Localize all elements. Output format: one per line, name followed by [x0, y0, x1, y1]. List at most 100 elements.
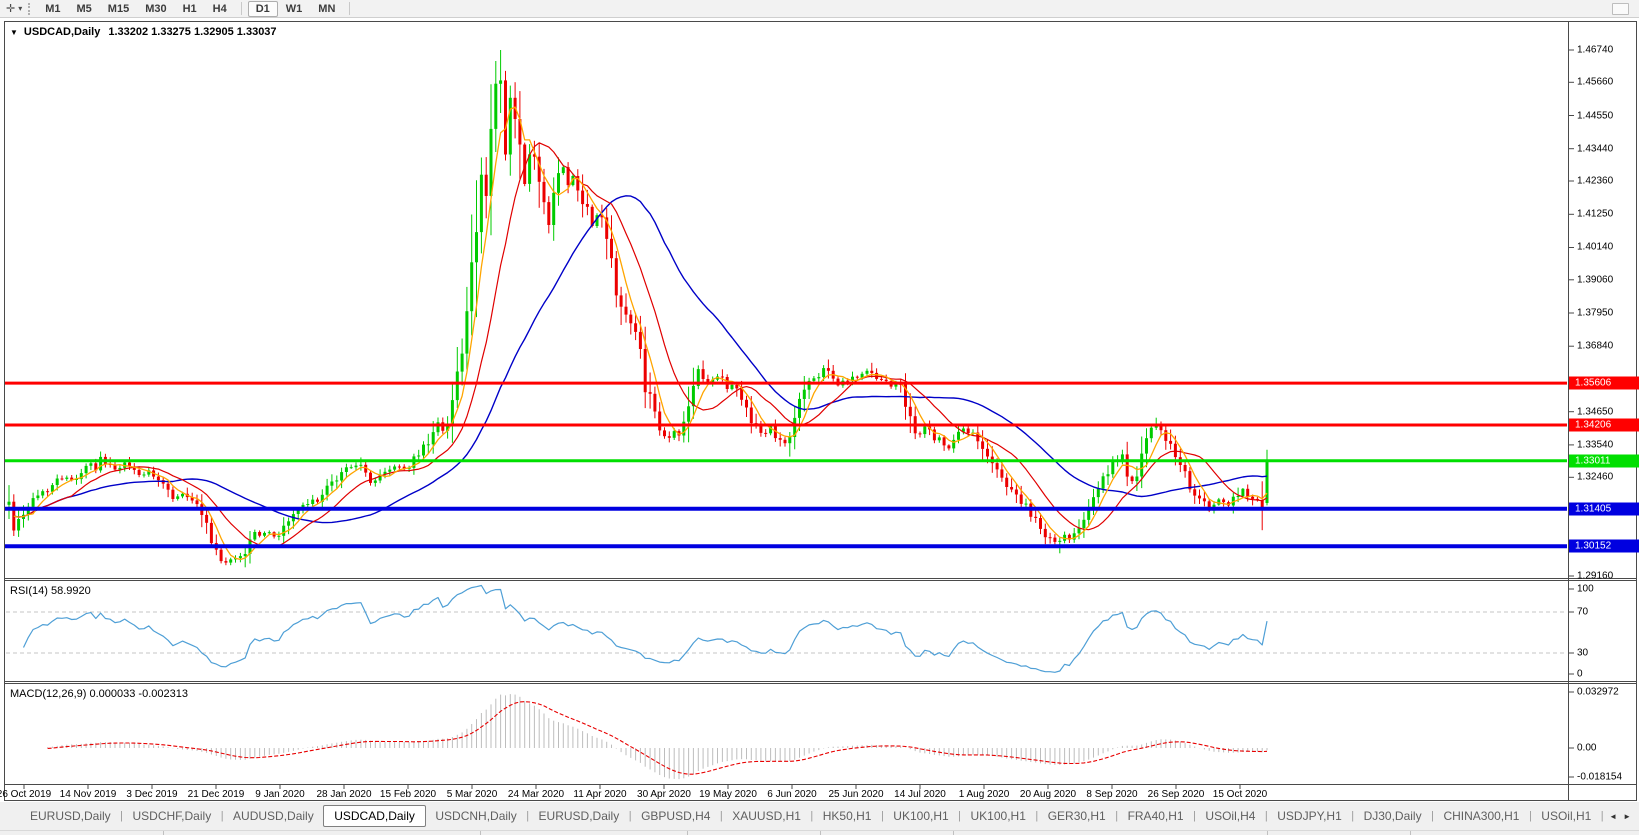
chart-tab-eurusd-daily[interactable]: EURUSD,Daily — [30, 809, 111, 823]
price-axis-label: 1.45660 — [1577, 76, 1614, 88]
timeframe-button-h4[interactable]: H4 — [212, 2, 227, 15]
price-axis-label: 1.41250 — [1577, 208, 1614, 220]
chart-tab-usdcad-daily[interactable]: USDCAD,Daily — [323, 805, 426, 827]
time-axis-label: 26 Oct 2019 — [0, 789, 52, 800]
chart-tab-eurusd-daily[interactable]: EURUSD,Daily — [538, 809, 620, 823]
chart-tab-china300-h1[interactable]: CHINA300,H1 — [1443, 809, 1520, 823]
price-axis-label: 1.46740 — [1577, 44, 1614, 56]
tab-separator: | — [1035, 810, 1039, 822]
timeframe-button-m5[interactable]: M5 — [76, 2, 92, 15]
macd-histogram — [47, 694, 1268, 780]
chart-canvas[interactable] — [4, 21, 1637, 801]
ma-line-13 — [13, 142, 1268, 548]
price-axis-label: 1.32460 — [1577, 471, 1614, 483]
macd-signal-line — [47, 701, 1268, 775]
tab-separator: | — [526, 810, 530, 822]
time-axis-label: 14 Jul 2020 — [894, 789, 946, 800]
hline-price-badge: 1.35606 — [1569, 376, 1639, 390]
price-axis-label: 1.40140 — [1577, 241, 1614, 253]
toolbar-divider — [240, 2, 242, 15]
hline-price-badge: 1.33011 — [1569, 454, 1639, 468]
chart-tab-uk100-h1[interactable]: UK100,H1 — [970, 809, 1026, 823]
tab-scroll-right-icon[interactable]: ► — [1623, 811, 1631, 821]
rsi-axis-label: 30 — [1577, 647, 1589, 659]
chart-tab-usoil-h1[interactable]: USOil,H1 — [1541, 809, 1592, 823]
time-axis-label: 11 Apr 2020 — [573, 789, 627, 800]
macd-axis-label: 0.032972 — [1577, 686, 1619, 698]
time-axis-label: 14 Nov 2019 — [59, 789, 117, 800]
rsi-axis-label: 0 — [1577, 668, 1583, 680]
status-strip-separator — [1267, 831, 1268, 835]
panel-separator[interactable] — [4, 578, 1637, 579]
hline-price-badge: 1.31405 — [1569, 502, 1639, 516]
time-axis-label: 25 Jun 2020 — [828, 789, 884, 800]
timeframe-button-h1[interactable]: H1 — [182, 2, 197, 15]
tab-separator: | — [1193, 810, 1196, 822]
tab-separator: | — [1264, 810, 1268, 822]
timeframe-button-d1[interactable]: D1 — [247, 0, 278, 17]
chart-title: ▼ USDCAD,Daily 1.33202 1.33275 1.32905 1… — [10, 26, 277, 38]
time-axis-label: 30 Apr 2020 — [637, 789, 691, 800]
time-axis-label: 26 Sep 2020 — [1147, 789, 1205, 800]
macd-label: MACD(12,26,9) 0.000033 -0.002313 — [10, 688, 188, 700]
chart-tab-xauusd-h1[interactable]: XAUUSD,H1 — [732, 809, 801, 823]
timeframe-button-w1[interactable]: W1 — [285, 2, 303, 15]
price-axis-label: 1.39060 — [1577, 274, 1614, 286]
rsi-label: RSI(14) 58.9920 — [10, 585, 91, 597]
timeframe-button-m30[interactable]: M30 — [145, 2, 167, 15]
tab-separator: | — [880, 810, 884, 822]
chart-tab-usoil-h4[interactable]: USOil,H4 — [1205, 809, 1256, 823]
ohlc-values: 1.33202 1.33275 1.32905 1.33037 — [108, 26, 277, 38]
macd-axis-label: -0.018154 — [1577, 771, 1623, 783]
price-axis-label: 1.37950 — [1577, 307, 1614, 319]
tab-separator: | — [220, 810, 224, 822]
tab-separator: | — [1431, 810, 1434, 822]
chart-tab-ger30-h1[interactable]: GER30,H1 — [1047, 809, 1106, 823]
panel-separator[interactable] — [4, 681, 1637, 682]
status-strip-separator — [820, 831, 821, 835]
time-axis-label: 15 Oct 2020 — [1212, 789, 1268, 800]
tab-separator: | — [1115, 810, 1119, 822]
hline-price-badge: 1.30152 — [1569, 539, 1639, 553]
price-axis-label: 1.33540 — [1577, 439, 1614, 451]
chart-tab-usdjpy-h1[interactable]: USDJPY,H1 — [1277, 809, 1342, 823]
price-axis-label: 1.42360 — [1577, 175, 1614, 187]
chart-tab-dj30-daily[interactable]: DJ30,Daily — [1363, 809, 1422, 823]
panel-separator[interactable] — [4, 580, 1637, 581]
collapse-icon[interactable]: ▼ — [10, 27, 18, 37]
time-axis-label: 8 Sep 2020 — [1086, 789, 1138, 800]
chart-tab-gbpusd-h4[interactable]: GBPUSD,H4 — [641, 809, 711, 823]
tab-separator: | — [1351, 810, 1355, 822]
toolbar-grip[interactable] — [28, 2, 31, 15]
tab-scroll-left-icon[interactable]: ◄ — [1609, 811, 1618, 821]
chart-tab-fra40-h1[interactable]: FRA40,H1 — [1127, 809, 1184, 823]
status-strip-separator — [1410, 831, 1411, 835]
toolbar-handle[interactable] — [1612, 3, 1629, 15]
status-bar-strip — [0, 830, 1639, 835]
price-axis-label: 1.34650 — [1577, 406, 1614, 418]
chart-tab-audusd-daily[interactable]: AUDUSD,Daily — [233, 809, 314, 823]
price-axis-separator — [1568, 22, 1569, 800]
time-axis-label: 24 Mar 2020 — [507, 789, 565, 800]
panel-separator[interactable] — [4, 683, 1637, 684]
timeframe-button-mn[interactable]: MN — [318, 2, 336, 15]
price-axis-label: 1.44550 — [1577, 110, 1614, 122]
timeframe-button-m15[interactable]: M15 — [107, 2, 130, 15]
ma-line-34 — [13, 195, 1268, 524]
chart-tab-hk50-h1[interactable]: HK50,H1 — [822, 809, 872, 823]
price-axis-label: 1.43440 — [1577, 143, 1614, 155]
symbol-period-label: USDCAD,Daily — [23, 26, 101, 38]
chart-tab-uk100-h1[interactable]: UK100,H1 — [893, 809, 949, 823]
chevron-down-icon[interactable]: ▾ — [18, 4, 23, 13]
status-strip-separator — [480, 831, 481, 835]
chart-tab-usdchf-daily[interactable]: USDCHF,Daily — [132, 809, 212, 823]
price-axis-label: 1.29160 — [1577, 570, 1614, 582]
macd-axis-label: 0.00 — [1577, 742, 1597, 754]
crosshair-icon[interactable]: ✛ — [6, 2, 16, 15]
timeframe-button-m1[interactable]: M1 — [45, 2, 61, 15]
price-axis-label: 1.36840 — [1577, 340, 1614, 352]
toolbar-divider — [349, 2, 351, 15]
chart-tab-usdcnh-daily[interactable]: USDCNH,Daily — [435, 809, 517, 823]
